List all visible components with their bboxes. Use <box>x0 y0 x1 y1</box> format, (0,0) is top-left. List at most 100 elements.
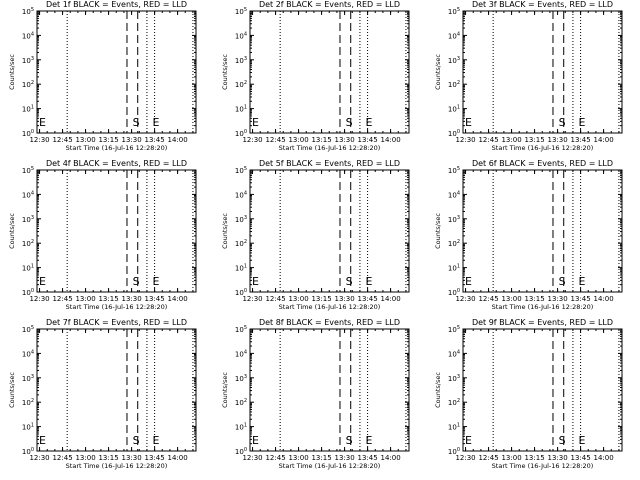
panel-det-3: Det 3f BLACK = Events, RED = LLD 12:30 12:… <box>434 0 623 152</box>
x-tick-label: 14:00 <box>168 295 188 303</box>
x-tick-label: 13:30 <box>547 454 567 462</box>
y-tick-exponent: 0 <box>31 288 34 294</box>
y-tick-label: 104 <box>235 349 247 358</box>
marker-e: E <box>153 116 160 129</box>
y-tick-base: 10 <box>22 57 31 65</box>
x-tick-label: 13:15 <box>524 295 544 303</box>
y-tick-base: 10 <box>235 350 244 358</box>
y-tick-exponent: 1 <box>457 423 460 429</box>
y-tick-label: 101 <box>235 105 247 114</box>
x-tick-label: 13:15 <box>311 136 331 144</box>
y-tick-label: 104 <box>22 349 34 358</box>
marker-e: E <box>39 434 46 447</box>
x-tick-label: 13:00 <box>288 454 308 462</box>
y-tick-exponent: 3 <box>31 374 34 380</box>
marker-e: E <box>252 434 259 447</box>
y-tick-base: 10 <box>448 399 457 407</box>
y-tick-exponent: 1 <box>457 105 460 111</box>
y-tick-label: 101 <box>235 423 247 432</box>
y-tick-exponent: 4 <box>457 349 460 355</box>
x-tick-label: 14:00 <box>594 454 614 462</box>
y-tick-exponent: 5 <box>244 325 247 331</box>
x-tick-label: 13:30 <box>547 136 567 144</box>
y-tick-base: 10 <box>448 326 457 334</box>
x-tick-label: 13:15 <box>524 454 544 462</box>
y-tick-exponent: 0 <box>244 129 247 135</box>
x-tick-label: 12:30 <box>455 295 475 303</box>
panel-title: Det 4f BLACK = Events, RED = LLD <box>46 159 187 168</box>
y-tick-exponent: 5 <box>31 166 34 172</box>
y-tick-label: 100 <box>235 447 247 456</box>
x-tick-label: 12:30 <box>29 136 49 144</box>
y-tick-exponent: 0 <box>31 129 34 135</box>
y-axis-label: Counts/sec <box>221 372 229 408</box>
y-tick-exponent: 0 <box>244 447 247 453</box>
y-tick-exponent: 2 <box>31 398 34 404</box>
y-tick-exponent: 2 <box>244 80 247 86</box>
marker-s: S <box>133 275 140 288</box>
panel-title: Det 2f BLACK = Events, RED = LLD <box>259 0 400 9</box>
y-tick-label: 103 <box>448 374 460 383</box>
y-tick-base: 10 <box>22 424 31 432</box>
x-tick-label: 13:00 <box>288 295 308 303</box>
y-tick-exponent: 2 <box>244 239 247 245</box>
x-tick-label: 13:30 <box>121 295 141 303</box>
y-tick-base: 10 <box>22 265 31 273</box>
plot-frame <box>462 10 623 134</box>
x-tick-label: 13:30 <box>547 295 567 303</box>
y-tick-exponent: 1 <box>244 264 247 270</box>
y-tick-exponent: 0 <box>31 447 34 453</box>
y-tick-base: 10 <box>448 81 457 89</box>
marker-e: E <box>39 275 46 288</box>
marker-s: S <box>559 275 566 288</box>
y-tick-base: 10 <box>448 216 457 224</box>
panel-title: Det 7f BLACK = Events, RED = LLD <box>46 318 187 327</box>
x-tick-label: 13:45 <box>570 295 590 303</box>
y-tick-label: 102 <box>235 80 247 89</box>
y-tick-exponent: 4 <box>244 31 247 37</box>
y-tick-base: 10 <box>448 57 457 65</box>
y-tick-base: 10 <box>448 350 457 358</box>
x-tick-label: 14:00 <box>168 136 188 144</box>
y-axis-label: Counts/sec <box>8 213 16 249</box>
x-tick-label: 12:45 <box>265 295 285 303</box>
y-tick-exponent: 3 <box>457 56 460 62</box>
y-tick-label: 105 <box>235 7 247 16</box>
x-tick-label: 12:30 <box>242 136 262 144</box>
y-tick-base: 10 <box>235 448 244 456</box>
x-axis-label: Start Time (16-Jul-16 12:28:20) <box>66 144 168 152</box>
y-tick-exponent: 3 <box>244 56 247 62</box>
y-tick-exponent: 1 <box>244 105 247 111</box>
y-tick-label: 101 <box>22 105 34 114</box>
marker-e: E <box>579 275 586 288</box>
y-tick-exponent: 1 <box>31 264 34 270</box>
y-tick-exponent: 0 <box>457 288 460 294</box>
x-tick-label: 12:45 <box>265 454 285 462</box>
y-tick-label: 100 <box>448 288 460 297</box>
x-tick-label: 13:45 <box>570 454 590 462</box>
y-tick-label: 103 <box>235 215 247 224</box>
y-tick-exponent: 2 <box>244 398 247 404</box>
y-tick-base: 10 <box>235 8 244 16</box>
y-tick-exponent: 3 <box>244 374 247 380</box>
x-tick-label: 14:00 <box>594 295 614 303</box>
plot-frame <box>462 328 623 452</box>
y-tick-label: 104 <box>22 31 34 40</box>
y-tick-base: 10 <box>235 265 244 273</box>
y-tick-label: 105 <box>448 166 460 175</box>
x-tick-label: 12:30 <box>242 454 262 462</box>
y-tick-exponent: 0 <box>244 288 247 294</box>
x-tick-label: 13:00 <box>75 136 95 144</box>
y-tick-base: 10 <box>448 289 457 297</box>
x-tick-label: 13:45 <box>144 136 164 144</box>
marker-s: S <box>133 116 140 129</box>
y-tick-label: 104 <box>22 190 34 199</box>
y-tick-exponent: 5 <box>244 7 247 13</box>
y-tick-label: 104 <box>235 190 247 199</box>
panel-det-8: Det 8f BLACK = Events, RED = LLD 12:30 12:… <box>221 318 410 470</box>
y-tick-label: 101 <box>22 423 34 432</box>
panel-title: Det 1f BLACK = Events, RED = LLD <box>46 0 187 9</box>
panel-det-6: Det 6f BLACK = Events, RED = LLD 12:30 12:… <box>434 159 623 311</box>
y-tick-exponent: 2 <box>31 80 34 86</box>
y-tick-exponent: 0 <box>457 129 460 135</box>
